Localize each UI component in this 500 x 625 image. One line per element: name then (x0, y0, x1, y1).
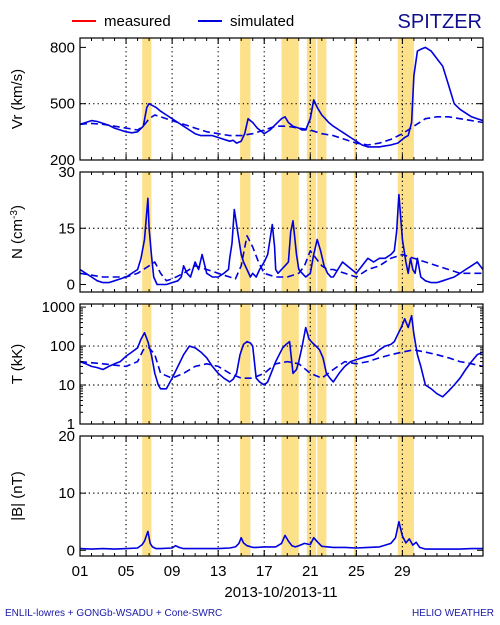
panel-frame (79, 303, 484, 425)
y-tick-label: 10 (58, 485, 75, 502)
panel-1: 200 500 800 Vr (km/s) (9, 37, 484, 169)
footer-left: ENLIL-lowres + GONGb-WSADU + Cone-SWRC (5, 608, 222, 619)
x-tick-label: 17 (256, 563, 273, 580)
highlight-band (281, 304, 299, 424)
series-dashed-3 (80, 346, 483, 380)
y-tick-label: 200 (50, 152, 75, 169)
highlight-band (397, 304, 414, 424)
highlight-band (306, 304, 317, 424)
y-tick-label: 1 (67, 416, 75, 433)
x-axis-label: 2013-10/2013-11 (224, 584, 337, 601)
panel-frame (79, 37, 484, 161)
y-tick-label: 800 (50, 39, 75, 56)
panel-frame (79, 435, 484, 557)
x-tick-label: 21 (302, 563, 319, 580)
legend-measured-label: measured (104, 13, 171, 30)
y-tick-label: 100 (50, 338, 75, 355)
panel-frame (79, 171, 484, 293)
highlight-band (317, 38, 327, 160)
y-tick-label: 30 (58, 164, 75, 181)
highlight-band (281, 436, 299, 556)
x-tick-label: 05 (118, 563, 135, 580)
x-tick-label: 09 (164, 563, 181, 580)
y-tick-label: 15 (58, 220, 75, 237)
legend-simulated-label: simulated (230, 13, 294, 30)
highlight-band (281, 38, 299, 160)
highlight-band (397, 436, 414, 556)
panel-3: 1 10 100 1000 T (kK) (9, 299, 484, 433)
y-tick-label: 500 (50, 96, 75, 113)
highlight-band (317, 436, 327, 556)
series-solid-4 (80, 520, 483, 550)
highlight-band (317, 172, 327, 292)
highlight-band (240, 436, 251, 556)
x-tick-label: 13 (210, 563, 227, 580)
y-tick-label: 0 (67, 542, 75, 559)
highlight-band (306, 38, 317, 160)
highlight-band (306, 436, 317, 556)
series-dashed-2 (80, 235, 483, 282)
footer-right: HELIO WEATHER (412, 608, 494, 619)
y-axis-label: |B| (nT) (9, 471, 26, 520)
highlight-band (397, 172, 414, 292)
highlight-band (142, 436, 152, 556)
panel-4: 0 10 20 |B| (nT) (9, 428, 484, 559)
x-tick-label: 01 (72, 563, 89, 580)
y-tick-label: 20 (58, 428, 75, 445)
highlight-band (240, 38, 251, 160)
series-dashed-1 (80, 114, 483, 146)
highlight-band (240, 304, 251, 424)
series-solid-2 (80, 193, 483, 286)
y-tick-label: 0 (67, 277, 75, 294)
y-axis-label: N (cm-3) (9, 205, 27, 259)
y-axis-label: T (kK) (9, 344, 26, 385)
highlight-band (142, 172, 152, 292)
series-solid-3 (80, 314, 483, 398)
highlight-band (317, 304, 327, 424)
highlight-band (142, 304, 152, 424)
y-axis-label: Vr (km/s) (9, 69, 26, 129)
highlight-band (354, 38, 357, 160)
y-tick-label: 1000 (42, 299, 75, 316)
x-tick-label: 29 (394, 563, 411, 580)
highlight-band (354, 436, 357, 556)
highlight-band (142, 38, 152, 160)
panel-2: 0 15 30 N (cm-3) (9, 164, 484, 294)
highlight-band (354, 172, 357, 292)
series-solid-1 (80, 46, 483, 148)
highlight-band (240, 172, 251, 292)
highlight-band (306, 172, 317, 292)
chart-title: SPITZER (398, 11, 482, 33)
x-axis: 01 05 09 13 17 21 25 29 (72, 563, 411, 580)
x-tick-label: 25 (348, 563, 365, 580)
header: measured simulated SPITZER (72, 11, 482, 33)
y-tick-label: 10 (58, 377, 75, 394)
